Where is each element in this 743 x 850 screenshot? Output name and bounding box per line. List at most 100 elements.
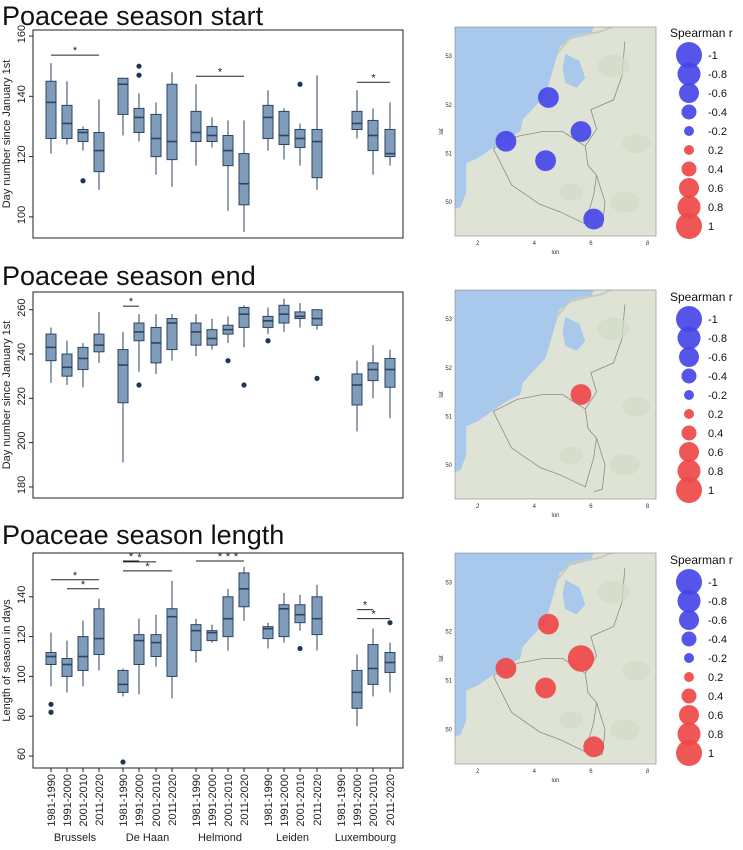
box-leiden-2011-2020 xyxy=(311,309,323,381)
box-brussels-1991-2000 xyxy=(61,81,73,145)
country-border xyxy=(593,438,606,493)
lat-tick-label: 53 xyxy=(445,317,452,323)
map-background xyxy=(455,553,656,764)
box-leiden-2001-2010 xyxy=(294,81,306,166)
significance-star: * xyxy=(371,609,376,621)
outlier-point xyxy=(387,620,393,626)
outlier-point xyxy=(48,709,54,715)
legend-circle xyxy=(681,161,697,177)
legend-circle xyxy=(681,631,697,647)
box-iqr xyxy=(93,333,105,353)
lat-tick-label: 53 xyxy=(445,54,452,60)
box-iqr xyxy=(166,83,178,161)
legend-circle xyxy=(677,459,701,483)
legend-label: -0.6 xyxy=(708,615,727,627)
legend-label: -1 xyxy=(708,314,718,326)
box-iqr xyxy=(117,349,129,404)
box-luxembourg-1991-2000 xyxy=(351,360,363,432)
forest-area xyxy=(559,183,584,201)
box-iqr xyxy=(262,626,274,640)
legend-1: Spearman r -1 -0.8 -0.6 -0.4 -0.2 0.2 0.4 0.6 0.8… xyxy=(670,26,733,239)
legend-label: 0.4 xyxy=(708,428,723,440)
forest-area xyxy=(609,454,640,476)
box-leiden-1981-1990 xyxy=(262,307,274,344)
x-tick-label: 1991-2000 xyxy=(207,774,219,827)
significance-star: * xyxy=(234,551,239,563)
y-tick-label: 240 xyxy=(16,343,28,361)
legend-title: Spearman r xyxy=(670,26,733,40)
box-iqr xyxy=(367,644,379,685)
box-de-haan-2001-2010 xyxy=(150,614,162,667)
box-de-haan-1981-1990 xyxy=(117,331,129,463)
outlier-point xyxy=(241,382,247,388)
station-point-de-haan xyxy=(495,657,517,679)
box-iqr xyxy=(384,128,396,158)
y-tick-label: 260 xyxy=(16,299,28,317)
y-tick-label: 140 xyxy=(16,586,28,604)
significance-star: * xyxy=(73,570,78,582)
forest-area xyxy=(609,719,640,741)
legend-label: -1 xyxy=(708,577,718,589)
x-tick-label: 2011-2020 xyxy=(167,774,179,826)
forest-area xyxy=(622,133,651,154)
legend-circle xyxy=(679,178,699,198)
x-tick-label: 1991-2000 xyxy=(352,774,364,827)
legend-3: Spearman r -1 -0.8 -0.6 -0.4 -0.2 0.2 0.4 0.6 0.8… xyxy=(670,553,733,766)
station-label: Helmond xyxy=(198,832,242,844)
x-tick-label: 1991-2000 xyxy=(279,774,291,827)
box-iqr xyxy=(45,652,57,665)
box-de-haan-1991-2000 xyxy=(133,63,145,142)
box-helmond-2001-2010 xyxy=(222,588,234,651)
legend-label: 0.8 xyxy=(708,202,723,214)
y-axis-label: Day number since January 1st xyxy=(1,321,13,470)
box-iqr xyxy=(133,107,145,133)
x-tick-label: 2011-2020 xyxy=(239,774,251,826)
legend-circle xyxy=(681,688,697,704)
forest-area xyxy=(622,396,651,417)
box-luxembourg-2011-2020 xyxy=(384,349,396,419)
significance-star: * xyxy=(226,551,231,563)
box-helmond-1981-1990 xyxy=(190,618,202,663)
legend-title: Spearman r xyxy=(670,553,733,567)
box-iqr xyxy=(367,362,379,382)
legend-circle xyxy=(684,145,694,155)
box-leiden-1991-2000 xyxy=(278,592,290,643)
x-tick-label: 2001-2010 xyxy=(223,774,235,827)
box-iqr xyxy=(311,309,323,326)
lat-tick-label: 52 xyxy=(445,366,452,372)
outlier-point xyxy=(48,701,54,707)
forest-area xyxy=(597,317,630,341)
islands xyxy=(556,27,615,55)
legend-label: 0.8 xyxy=(708,729,723,741)
outlier-point xyxy=(265,338,271,344)
significance-star: * xyxy=(129,296,134,308)
legend-label: -0.2 xyxy=(708,126,727,138)
significance-star: * xyxy=(363,600,368,612)
legend-circle xyxy=(681,425,697,441)
box-de-haan-2011-2020 xyxy=(166,72,178,187)
box-leiden-1981-1990 xyxy=(262,622,274,649)
forest-area xyxy=(559,711,584,729)
y-tick-label: 220 xyxy=(16,387,28,405)
significance-star: * xyxy=(371,72,376,84)
outlier-point xyxy=(297,81,303,87)
legend-circle xyxy=(677,62,701,86)
box-iqr xyxy=(278,110,290,146)
outlier-point xyxy=(136,72,142,78)
box-iqr xyxy=(150,326,162,364)
lon-tick-label: 8 xyxy=(646,241,650,247)
x-tick-label: 1981-1990 xyxy=(46,774,58,827)
y-tick-label: 120 xyxy=(16,625,28,643)
lon-tick-label: 4 xyxy=(533,241,537,247)
forest-area xyxy=(609,191,640,213)
x-tick-label: 1991-2000 xyxy=(62,774,74,827)
legend-2: Spearman r -1 -0.8 -0.6 -0.4 -0.2 0.2 0.4 0.6 0.8… xyxy=(670,290,733,503)
lon-tick-label: 8 xyxy=(646,504,650,510)
box-iqr xyxy=(190,322,202,346)
legend-circle xyxy=(679,347,699,367)
legend-label: 0.2 xyxy=(708,409,723,421)
box-brussels-1981-1990 xyxy=(45,632,57,715)
x-tick-label: 2001-2010 xyxy=(295,774,307,827)
x-tick-label: 2001-2010 xyxy=(151,774,163,827)
